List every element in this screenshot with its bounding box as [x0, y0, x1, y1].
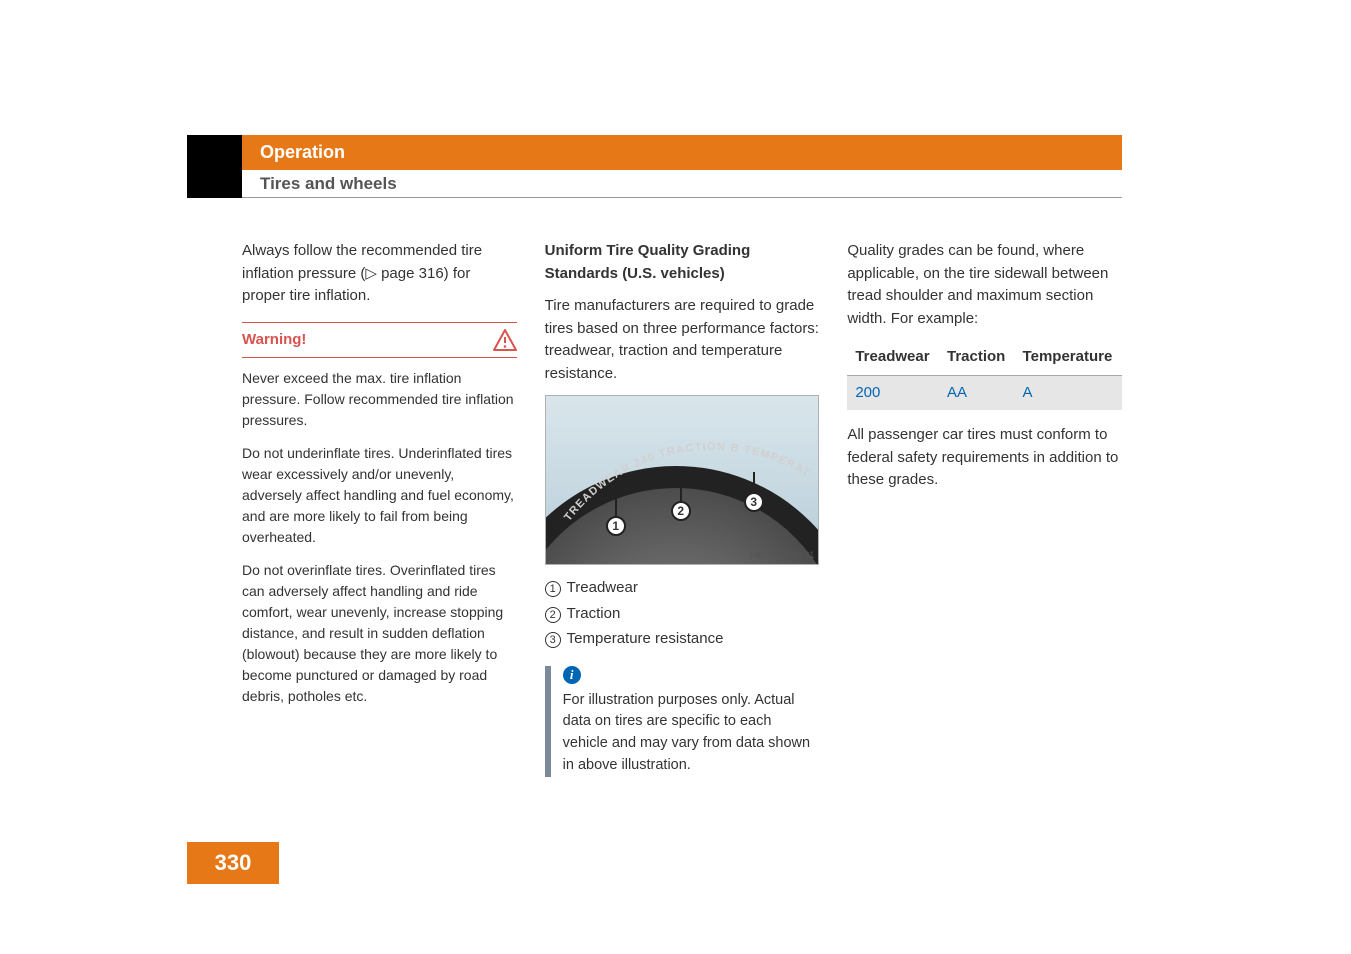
td-treadwear: 200 — [847, 375, 939, 410]
legend-number: 2 — [545, 607, 561, 623]
figure-code: P40.10-3558-31 — [750, 549, 815, 563]
chapter-header: Operation — [242, 135, 1122, 170]
warning-p3: Do not overinflate tires. Overinflated t… — [242, 560, 517, 707]
legend-item: 2 Traction — [545, 601, 820, 627]
utqg-intro: Tire manufacturers are required to grade… — [545, 295, 820, 385]
th-treadwear: Treadwear — [847, 340, 939, 375]
section-title: Tires and wheels — [260, 174, 397, 194]
grades-intro: Quality grades can be found, where appli… — [847, 240, 1122, 330]
page-number: 330 — [215, 850, 252, 876]
section-header: Tires and wheels — [242, 170, 1122, 198]
callout-1: 1 — [606, 516, 626, 536]
info-block: i For illustration purposes only. Actual… — [545, 666, 820, 777]
column-3: Quality grades can be found, where appli… — [847, 240, 1122, 787]
legend-label: Temperature resistance — [567, 630, 724, 647]
intro-paragraph: Always follow the recommended tire infla… — [242, 240, 517, 308]
legend-label: Traction — [567, 605, 621, 622]
th-temperature: Temperature — [1015, 340, 1122, 375]
grade-table: Treadwear Traction Temperature 200 AA A — [847, 340, 1122, 410]
td-traction: AA — [939, 375, 1015, 410]
legend-label: Treadwear — [567, 579, 638, 596]
callout-2: 2 — [671, 501, 691, 521]
callout-3: 3 — [744, 492, 764, 512]
chapter-title: Operation — [260, 142, 345, 163]
utqg-heading: Uniform Tire Quality Grading Standards (… — [545, 240, 820, 285]
tire-label-svg: TREADWEAR 240 TRACTION B TEMPERATURE A — [546, 396, 819, 564]
warning-body: Never exceed the max. tire inflation pre… — [242, 368, 517, 707]
warning-header: Warning! — [242, 322, 517, 359]
td-temperature: A — [1015, 375, 1122, 410]
content-columns: Always follow the recommended tire infla… — [242, 240, 1122, 787]
warning-p1: Never exceed the max. tire inflation pre… — [242, 368, 517, 431]
info-icon: i — [563, 666, 581, 684]
table-row: 200 AA A — [847, 375, 1122, 410]
th-traction: Traction — [939, 340, 1015, 375]
info-text: For illustration purposes only. Actual d… — [563, 690, 820, 777]
legend-number: 3 — [545, 632, 561, 648]
side-tab — [187, 135, 242, 198]
grades-footer: All passenger car tires must conform to … — [847, 424, 1122, 492]
warning-triangle-icon — [493, 329, 517, 351]
page-number-box: 330 — [187, 842, 279, 884]
legend-item: 3 Temperature resistance — [545, 626, 820, 652]
column-1: Always follow the recommended tire infla… — [242, 240, 517, 787]
legend-number: 1 — [545, 581, 561, 597]
column-2: Uniform Tire Quality Grading Standards (… — [545, 240, 820, 787]
tire-figure: TREADWEAR 240 TRACTION B TEMPERATURE A 1… — [545, 395, 820, 565]
legend-item: 1 Treadwear — [545, 575, 820, 601]
warning-p2: Do not underinflate tires. Underinflated… — [242, 443, 517, 548]
warning-label: Warning! — [242, 329, 306, 352]
figure-legend: 1 Treadwear 2 Traction 3 Temperature resistan… — [545, 575, 820, 652]
